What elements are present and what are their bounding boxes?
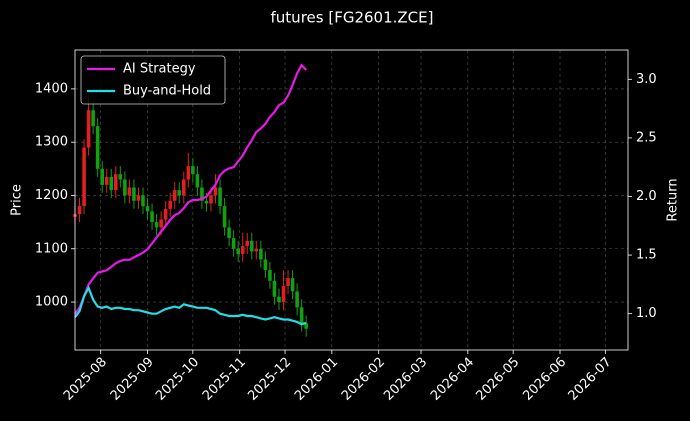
candle-body (277, 296, 281, 303)
candle-body (286, 278, 290, 287)
candle-body (299, 307, 304, 324)
y-tick-label: 1000 (35, 295, 68, 310)
candle-body (295, 291, 299, 308)
candle-body (132, 187, 136, 201)
candle-body (82, 147, 86, 207)
candle-body (113, 174, 118, 191)
candle-body (154, 222, 159, 228)
candle-body (272, 280, 277, 297)
candle-body (136, 195, 141, 201)
chart-title: futures [FG2601.ZCE] (271, 9, 434, 27)
candle-body (91, 110, 95, 127)
legend: AI Strategy Buy-and-Hold (80, 55, 226, 105)
candle-body (254, 248, 259, 252)
candle-body (118, 174, 123, 180)
candle-body (172, 190, 177, 201)
candle-body (168, 200, 172, 209)
candle-body (145, 206, 150, 212)
candle-body (304, 323, 308, 329)
y2-tick-label: 2.0 (636, 189, 657, 204)
candle-body (191, 166, 195, 175)
y-tick-label: 1100 (35, 241, 68, 256)
y2-tick-label: 1.0 (636, 306, 657, 321)
y2-axis-label: Return (666, 178, 681, 221)
candle-body (227, 227, 231, 239)
candle-body (231, 238, 236, 249)
candle-body (77, 206, 82, 215)
line-series (74, 285, 307, 326)
candle-body (109, 176, 114, 191)
y2-tick-label: 1.5 (636, 248, 657, 263)
candle-body (218, 187, 222, 207)
candle-body (268, 270, 272, 281)
candle-body (95, 126, 100, 169)
candle-body (86, 110, 91, 148)
candle-body (200, 187, 204, 201)
candle-body (290, 278, 295, 292)
y2-tick-label: 3.0 (636, 72, 657, 87)
candle-body (104, 176, 109, 185)
candle-body (141, 195, 145, 207)
legend-box (80, 55, 226, 105)
y-tick-label: 1300 (35, 135, 68, 150)
candle-body (259, 248, 263, 260)
candle-body (163, 208, 168, 220)
candle-body (281, 286, 286, 303)
y-tick-label: 1200 (35, 188, 68, 203)
candle-body (240, 246, 245, 255)
candle-body (263, 259, 268, 271)
candle-body (123, 179, 127, 196)
y-axis-label: Price (10, 184, 25, 216)
candle-body (249, 240, 254, 252)
candle-body (195, 174, 200, 188)
candle-body (186, 166, 191, 180)
candle-body (222, 206, 227, 228)
legend-label: Buy-and-Hold (123, 84, 211, 99)
plot-frame (74, 49, 629, 351)
candle-body (181, 179, 186, 196)
candle-body (159, 219, 163, 228)
candle-body (236, 248, 240, 255)
candle-body (150, 211, 154, 223)
candle-body (213, 187, 218, 196)
candle-body (177, 190, 182, 196)
candle-body (127, 187, 132, 196)
line-series (74, 63, 307, 315)
legend-label: AI Strategy (123, 62, 196, 77)
candle-body (204, 200, 209, 204)
y-tick-label: 1400 (35, 81, 68, 96)
candle-body (100, 168, 104, 185)
candle-body (245, 240, 250, 247)
y2-tick-label: 2.5 (636, 130, 657, 145)
candle-body (209, 195, 213, 204)
